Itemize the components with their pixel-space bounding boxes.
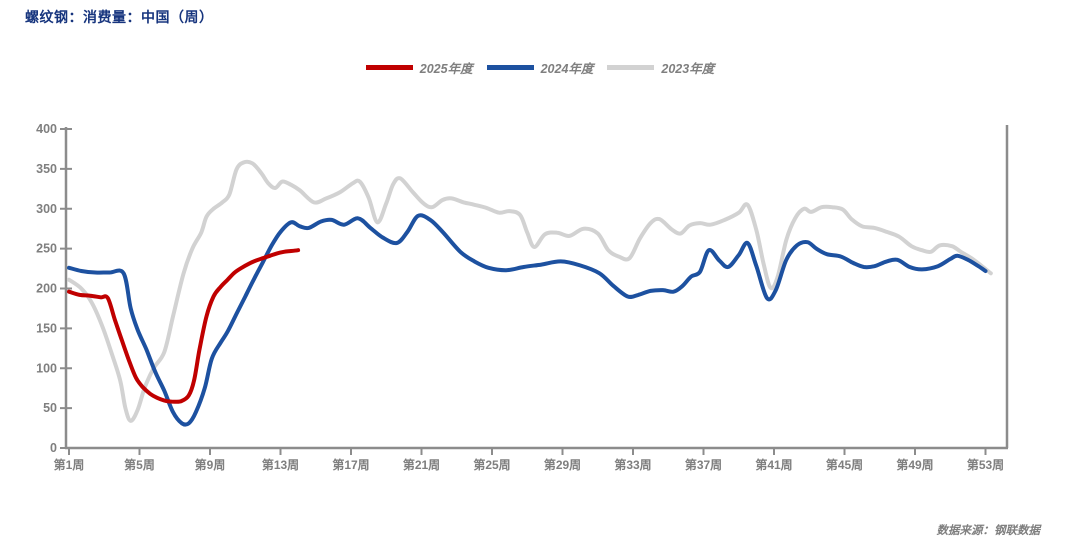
legend-label: 2023年度 (661, 62, 715, 76)
x-axis-tick-label: 第49周 (896, 457, 933, 472)
series-line-2023年度 (67, 159, 993, 423)
legend-label: 2024年度 (540, 62, 594, 76)
legend-item-2: 2023年度 (607, 58, 714, 77)
series-line-2024年度 (67, 213, 988, 427)
x-axis-tick-label: 第1周 (54, 457, 85, 472)
data-source-note: 数据来源：钢联数据 (936, 525, 1041, 537)
legend-item-1: 2024年度 (486, 58, 594, 77)
y-axis-tick-label: 200 (36, 282, 57, 296)
chart-legend: 2025年度 2024年度 2023年度 (0, 58, 1080, 77)
y-axis-tick-label: 150 (36, 321, 57, 335)
legend-label: 2025年度 (419, 62, 473, 76)
x-axis-tick-label: 第37周 (685, 457, 722, 472)
y-axis-tick-label: 350 (36, 162, 57, 176)
legend-swatch-icon (365, 65, 413, 70)
x-axis-tick-label: 第5周 (124, 457, 155, 472)
y-axis-tick-label: 250 (36, 242, 57, 256)
series-line-2025年度 (67, 248, 301, 404)
x-axis-tick-label: 第45周 (826, 457, 863, 472)
x-axis-tick-label: 第9周 (195, 457, 226, 472)
x-axis-tick-label: 第41周 (755, 457, 792, 472)
y-axis-tick-label: 300 (36, 202, 57, 216)
x-axis-tick-label: 第13周 (262, 457, 299, 472)
chart-title: 螺纹钢：消费量：中国（周） (25, 9, 214, 25)
x-axis-tick-label: 第17周 (332, 457, 369, 472)
x-axis-tick-label: 第29周 (544, 457, 581, 472)
x-axis-tick-label: 第21周 (403, 457, 440, 472)
y-axis-tick-label: 100 (36, 361, 57, 375)
legend-swatch-icon (486, 65, 534, 70)
y-axis-tick-label: 50 (43, 401, 57, 415)
x-axis-tick-label: 第25周 (473, 457, 510, 472)
y-axis-tick-label: 400 (36, 122, 57, 136)
x-axis-tick-label: 第53周 (967, 457, 1004, 472)
x-axis-tick-label: 第33周 (614, 457, 651, 472)
y-axis-tick-label: 0 (50, 441, 57, 455)
legend-swatch-icon (607, 65, 655, 70)
legend-item-0: 2025年度 (365, 58, 473, 77)
